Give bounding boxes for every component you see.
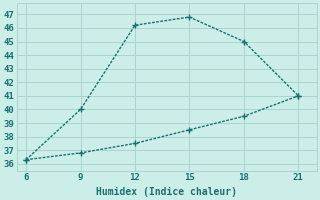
X-axis label: Humidex (Indice chaleur): Humidex (Indice chaleur)	[96, 186, 237, 197]
